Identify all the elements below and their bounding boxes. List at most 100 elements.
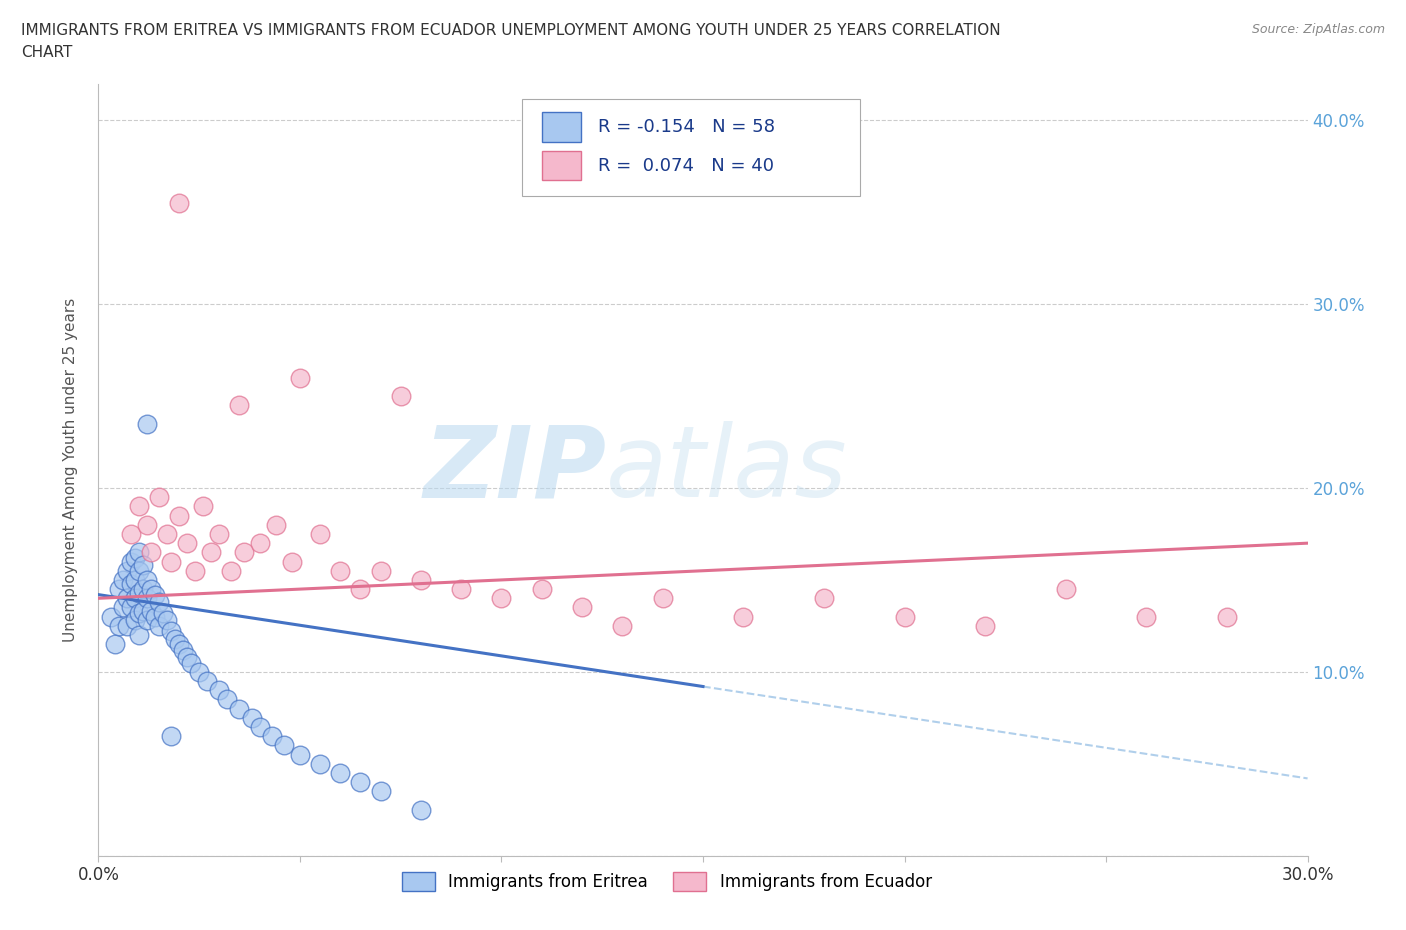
Point bbox=[249, 536, 271, 551]
Point bbox=[115, 618, 138, 633]
Point bbox=[571, 600, 593, 615]
Point bbox=[188, 664, 211, 679]
Point bbox=[167, 637, 190, 652]
Point bbox=[193, 499, 215, 514]
Point bbox=[208, 526, 231, 541]
Point bbox=[200, 545, 222, 560]
Point bbox=[135, 613, 157, 628]
Point bbox=[651, 591, 673, 605]
Point bbox=[156, 613, 179, 628]
Point bbox=[107, 618, 129, 633]
Point bbox=[124, 551, 146, 565]
Point bbox=[128, 564, 150, 578]
Point bbox=[217, 692, 239, 707]
Point bbox=[370, 564, 392, 578]
Point bbox=[124, 591, 146, 605]
Point bbox=[128, 605, 150, 620]
Text: IMMIGRANTS FROM ERITREA VS IMMIGRANTS FROM ECUADOR UNEMPLOYMENT AMONG YOUTH UNDE: IMMIGRANTS FROM ERITREA VS IMMIGRANTS FR… bbox=[21, 23, 1001, 38]
Point bbox=[180, 656, 202, 671]
Point bbox=[160, 554, 183, 569]
Point bbox=[260, 729, 283, 744]
Point bbox=[450, 581, 472, 596]
Point bbox=[309, 756, 332, 771]
Point bbox=[733, 609, 755, 624]
Point bbox=[288, 747, 311, 762]
Point bbox=[370, 784, 392, 799]
Point bbox=[281, 554, 304, 569]
Text: R = -0.154   N = 58: R = -0.154 N = 58 bbox=[598, 118, 775, 136]
Point bbox=[195, 673, 218, 688]
Point bbox=[135, 591, 157, 605]
Point bbox=[349, 775, 371, 790]
Point bbox=[176, 650, 198, 665]
Point bbox=[156, 526, 179, 541]
Point bbox=[167, 195, 190, 210]
Point bbox=[128, 499, 150, 514]
Point bbox=[132, 581, 155, 596]
Point bbox=[893, 609, 915, 624]
Point bbox=[163, 631, 186, 646]
Point bbox=[974, 618, 997, 633]
Point bbox=[132, 558, 155, 573]
Point bbox=[491, 591, 513, 605]
Point bbox=[115, 564, 138, 578]
Point bbox=[264, 517, 287, 532]
Point bbox=[128, 585, 150, 600]
Point bbox=[115, 591, 138, 605]
Point bbox=[120, 554, 142, 569]
Point bbox=[184, 564, 207, 578]
Point bbox=[135, 417, 157, 432]
Point bbox=[329, 564, 352, 578]
Text: ZIP: ZIP bbox=[423, 421, 606, 518]
Point bbox=[160, 624, 183, 639]
Point bbox=[120, 526, 142, 541]
Point bbox=[139, 604, 162, 618]
Point bbox=[288, 370, 311, 385]
Point bbox=[172, 643, 194, 658]
Point bbox=[103, 637, 125, 652]
Point bbox=[1054, 581, 1077, 596]
Text: Source: ZipAtlas.com: Source: ZipAtlas.com bbox=[1251, 23, 1385, 36]
Point bbox=[143, 587, 166, 602]
FancyBboxPatch shape bbox=[543, 113, 581, 141]
Point bbox=[389, 389, 412, 404]
Point bbox=[1135, 609, 1157, 624]
Point bbox=[111, 573, 134, 588]
Point bbox=[160, 729, 183, 744]
Text: CHART: CHART bbox=[21, 45, 73, 60]
Text: R =  0.074   N = 40: R = 0.074 N = 40 bbox=[598, 156, 773, 175]
Point bbox=[128, 545, 150, 560]
Point bbox=[124, 573, 146, 588]
Point bbox=[1216, 609, 1239, 624]
Point bbox=[148, 490, 170, 505]
FancyBboxPatch shape bbox=[543, 151, 581, 180]
Point bbox=[249, 720, 271, 735]
Point bbox=[232, 545, 254, 560]
Point bbox=[240, 711, 263, 725]
Point bbox=[135, 517, 157, 532]
Point bbox=[148, 618, 170, 633]
Text: atlas: atlas bbox=[606, 421, 848, 518]
Point bbox=[309, 526, 332, 541]
Point bbox=[139, 581, 162, 596]
FancyBboxPatch shape bbox=[522, 100, 860, 195]
Point bbox=[530, 581, 553, 596]
Point bbox=[128, 628, 150, 643]
Legend: Immigrants from Eritrea, Immigrants from Ecuador: Immigrants from Eritrea, Immigrants from… bbox=[395, 865, 938, 897]
Y-axis label: Unemployment Among Youth under 25 years: Unemployment Among Youth under 25 years bbox=[63, 298, 77, 642]
Point bbox=[132, 604, 155, 618]
Point bbox=[100, 609, 122, 624]
Point bbox=[120, 577, 142, 591]
Point bbox=[120, 600, 142, 615]
Point bbox=[139, 545, 162, 560]
Point bbox=[143, 609, 166, 624]
Point bbox=[221, 564, 243, 578]
Point bbox=[148, 594, 170, 609]
Point bbox=[409, 803, 432, 817]
Point bbox=[409, 573, 432, 588]
Point bbox=[176, 536, 198, 551]
Point bbox=[273, 737, 295, 752]
Point bbox=[329, 765, 352, 780]
Point bbox=[124, 613, 146, 628]
Point bbox=[208, 683, 231, 698]
